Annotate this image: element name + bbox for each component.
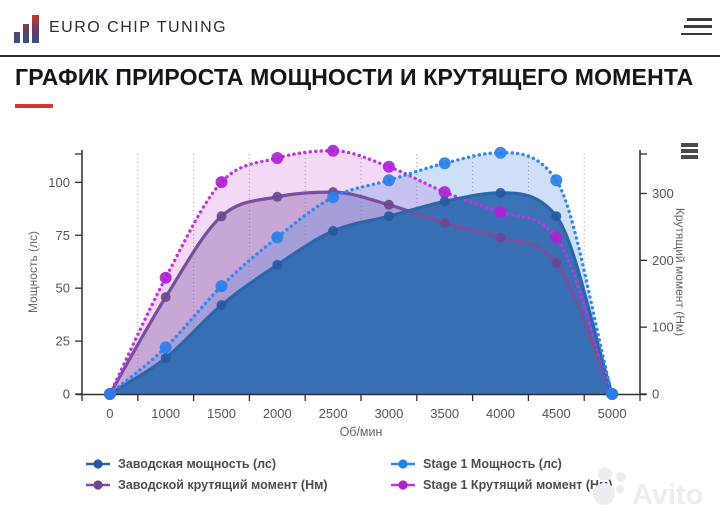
data-point-stock-power[interactable] [439,196,450,207]
series-fill-stock-power [109,192,613,394]
legend-label: Заводская мощность (лс) [118,457,277,471]
avito-logo-circles [593,467,626,505]
data-point-stock-power[interactable] [160,353,171,363]
y-axis-title-right: Крутящий момент (Нм) [673,208,687,336]
y-tick-label-right: 100 [652,320,674,335]
y-tick-label-left: 100 [48,175,70,190]
data-point-stage1-power[interactable] [215,280,228,293]
legend-item-stage1-torque[interactable]: Stage 1 Крутящий момент (Нм) [390,478,612,492]
data-point-stage1-power[interactable] [382,174,395,187]
x-tick-label: 5000 [598,406,627,421]
legend-marker-stage1-power [391,459,415,469]
data-point-stage1-power[interactable] [159,341,172,354]
y-tick-label-left: 75 [56,228,70,243]
y-tick-label-right: 200 [652,253,674,268]
x-tick-label: 3500 [430,406,459,421]
data-point-stock-power[interactable] [383,211,394,222]
series-line-stock-torque [108,190,614,395]
avito-watermark-text: Avito [632,479,703,511]
data-point-stage1-torque[interactable] [438,186,451,199]
header: EURO CHIP TUNING [0,0,720,57]
chart-context-menu-icon[interactable] [679,141,700,163]
legend-marker-stock-torque [86,480,110,490]
data-point-stage1-power[interactable] [271,231,284,244]
data-point-stage1-torque[interactable] [215,176,228,189]
data-point-stock-torque[interactable] [439,217,450,228]
menu-button[interactable] [672,16,712,42]
data-point-stage1-power[interactable] [550,174,563,187]
data-point-stage1-power[interactable] [327,191,340,204]
brand-logo: EURO CHIP TUNING [14,13,227,43]
legend-label: Заводской крутящий момент (Нм) [118,478,328,492]
data-point-stage1-torque[interactable] [159,271,172,284]
x-tick-label: 1000 [151,406,180,421]
legend-marker-stage1-torque [391,480,415,490]
legend-item-stage1-power[interactable]: Stage 1 Мощность (лс) [390,457,562,471]
data-point-stock-power[interactable] [216,300,227,311]
x-axis-title: Об/мин [340,425,383,439]
legend-item-stock-power[interactable]: Заводская мощность (лс) [85,457,276,471]
data-point-stage1-torque[interactable] [382,160,395,173]
x-tick-label: 2500 [319,406,348,421]
brand-name: EURO CHIP TUNING [49,19,228,36]
data-point-stock-torque[interactable] [495,232,506,243]
x-tick-label: 0 [106,406,113,421]
legend-label: Stage 1 Крутящий момент (Нм) [423,478,613,492]
data-point-stage1-power[interactable] [438,157,451,170]
avito-watermark: Avito [593,467,703,511]
data-point-stock-torque[interactable] [272,191,283,202]
y-tick-label-left: 50 [56,281,70,296]
y-tick-label-right: 300 [652,186,674,201]
legend-label: Stage 1 Мощность (лс) [423,457,562,471]
data-point-stage1-torque[interactable] [271,152,284,164]
data-point-stock-torque[interactable] [551,258,562,268]
data-point-stock-torque[interactable] [160,292,171,303]
data-point-stock-power[interactable] [551,211,562,222]
data-point-stage1-torque[interactable] [550,231,563,244]
y-tick-label-left: 0 [63,387,70,402]
x-tick-label: 4500 [542,406,571,421]
data-point-stage1-power[interactable] [494,146,507,159]
title-band: ГРАФИК ПРИРОСТА МОЩНОСТИ И КРУТЯЩЕГО МОМ… [0,59,720,120]
data-point-stock-power[interactable] [328,226,339,236]
legend-item-stock-torque[interactable]: Заводской крутящий момент (Нм) [85,478,328,492]
data-point-stage1-torque[interactable] [327,144,340,157]
data-point-stage1-power[interactable] [606,388,619,400]
title-accent-bar [15,104,53,108]
x-tick-label: 4000 [486,406,515,421]
data-point-stage1-power[interactable] [103,388,116,400]
data-point-stock-power[interactable] [495,187,506,198]
page-title: ГРАФИК ПРИРОСТА МОЩНОСТИ И КРУТЯЩЕГО МОМ… [15,64,694,90]
chart-legend: Заводская мощность (лс) Stage 1 Мощность … [0,454,720,504]
x-tick-label: 2000 [263,406,292,421]
power-torque-chart[interactable]: 0 25 50 75 100 0 100 200 300 0 1000 1500 2000 2500 300… [0,120,720,455]
x-tick-label: 3000 [374,406,403,421]
x-tick-label: 1500 [207,406,236,421]
y-tick-label-right: 0 [652,387,659,402]
data-point-stage1-torque[interactable] [494,206,507,219]
data-point-stock-torque[interactable] [383,199,394,210]
hamburger-icon [687,18,712,21]
y-axis-title-left: Мощность (лс) [26,231,40,313]
y-tick-label-left: 25 [56,334,70,349]
data-point-stock-torque[interactable] [216,211,227,222]
series-line-stage1-torque [108,148,614,396]
legend-marker-stock-power [86,459,110,469]
data-point-stock-power[interactable] [272,259,283,270]
bar-chart-logo-icon [14,15,39,43]
